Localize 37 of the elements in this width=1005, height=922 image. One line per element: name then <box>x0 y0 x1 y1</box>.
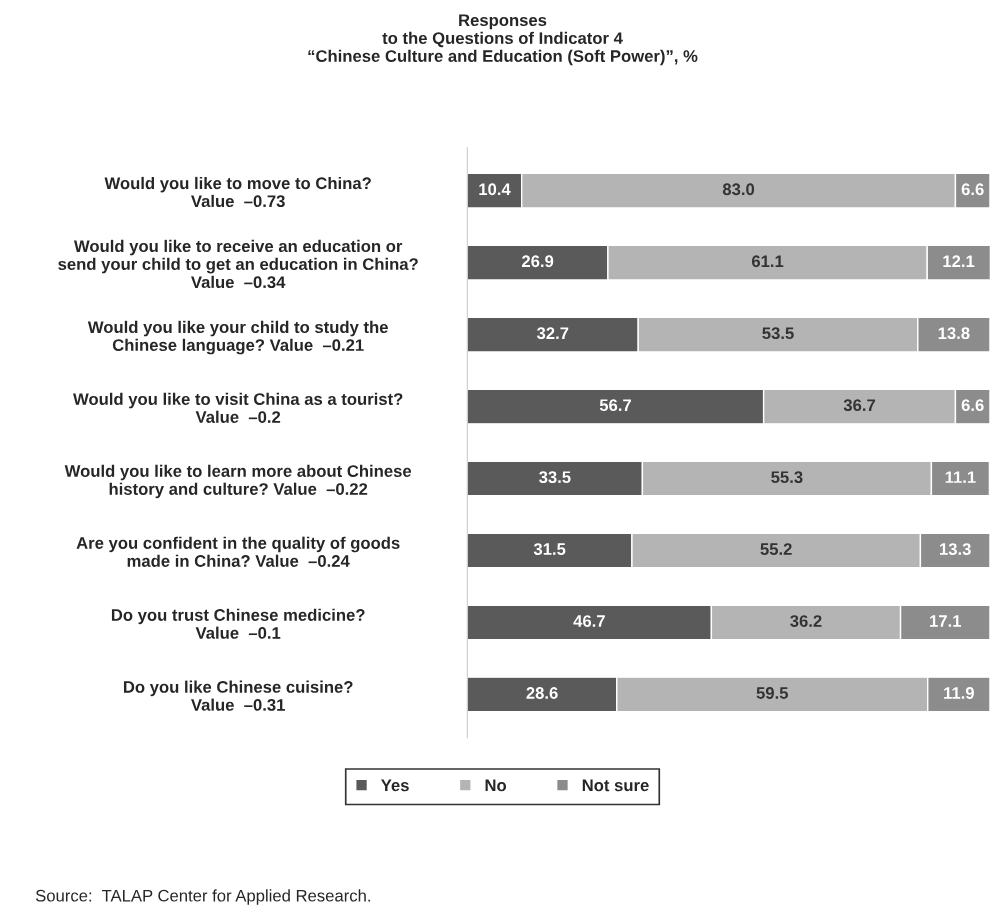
legend-label: Yes <box>381 779 409 792</box>
data-label: 11.1 <box>945 471 976 483</box>
data-label: 6.6 <box>961 183 984 196</box>
y-tick-label: Would you like to receive an education or send your child to get an education in China? Value –0.34 <box>58 239 418 289</box>
data-label: 31.5 <box>533 543 566 555</box>
data-label: 59.5 <box>756 687 789 699</box>
data-label: 10.4 <box>479 183 511 196</box>
y-tick-label: Would you like to learn more about Chinese history and culture? Value –0.22 <box>64 464 412 499</box>
data-label: 46.7 <box>573 615 605 627</box>
y-tick-label: Would you like to visit China as a tourist? Value –0.2 <box>73 392 403 423</box>
legend-label: No <box>485 779 507 792</box>
data-label: 13.3 <box>940 543 971 555</box>
data-label: 55.3 <box>771 471 803 484</box>
y-tick-label: Would you like to move to China? Value –0.73 <box>104 176 371 208</box>
y-tick-label: Are you confident in the quality of goods made in China? Value –0.24 <box>76 536 400 567</box>
data-label: 36.7 <box>843 399 876 412</box>
source-note: Source: TALAP Center for Applied Research. <box>35 889 370 905</box>
data-label: 33.5 <box>539 471 571 484</box>
legend-label: Not sure <box>582 779 649 792</box>
data-label: 13.8 <box>938 327 970 340</box>
data-label: 26.9 <box>521 255 554 268</box>
chart-title: Responses to the Questions of Indicator 4 “Chinese Culture and Education (Soft Power)”, % <box>308 14 698 66</box>
data-label: 53.5 <box>762 327 794 340</box>
y-tick-label: Do you like Chinese cuisine? Value –0.31 <box>123 680 353 711</box>
data-label: 61.1 <box>751 255 784 268</box>
data-label: 28.6 <box>526 687 558 699</box>
data-label: 36.2 <box>790 615 822 627</box>
data-label: 56.7 <box>599 399 631 412</box>
y-tick-label: Would you like your child to study the Chinese language? Value –0.21 <box>87 320 388 355</box>
data-label: 32.7 <box>536 327 569 340</box>
data-label: 17.1 <box>930 615 961 627</box>
data-label: 6.6 <box>961 399 984 412</box>
data-label: 83.0 <box>722 183 755 196</box>
data-label: 12.1 <box>943 255 975 267</box>
y-tick-label: Do you trust Chinese medicine? Value –0.1 <box>111 608 365 639</box>
data-label: 55.2 <box>760 543 792 555</box>
data-label: 11.9 <box>944 687 974 699</box>
